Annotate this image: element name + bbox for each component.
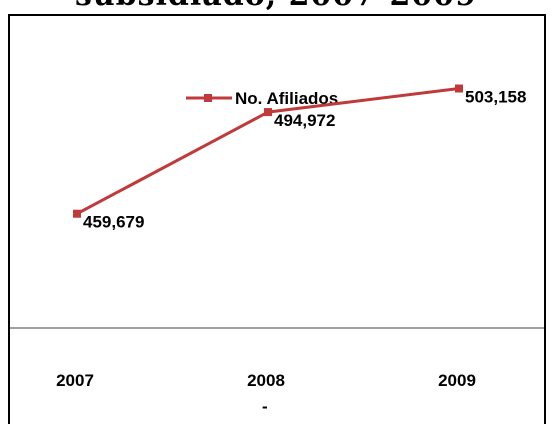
chart-title: subsidiado, 2007-2009 bbox=[0, 0, 552, 13]
data-label: 494,972 bbox=[274, 111, 335, 130]
data-point bbox=[264, 108, 272, 117]
footer-mark: - bbox=[262, 397, 268, 410]
line-chart: No. Afiliados 459,679 494,972 503,158 2007 2… bbox=[10, 84, 544, 410]
chart-frame bbox=[8, 14, 546, 424]
x-tick-label: 2008 bbox=[247, 371, 285, 390]
x-tick-label: 2009 bbox=[438, 371, 476, 390]
legend-marker bbox=[204, 94, 212, 102]
x-tick-label: 2007 bbox=[56, 371, 94, 390]
legend-label: No. Afiliados bbox=[235, 89, 338, 108]
data-point bbox=[455, 84, 463, 93]
data-point bbox=[73, 209, 81, 218]
plot-area: 459,679 494,972 503,158 2007 2008 2009 bbox=[56, 84, 526, 390]
data-label: 503,158 bbox=[465, 88, 526, 107]
legend: No. Afiliados bbox=[186, 89, 338, 108]
data-label: 459,679 bbox=[83, 213, 144, 232]
